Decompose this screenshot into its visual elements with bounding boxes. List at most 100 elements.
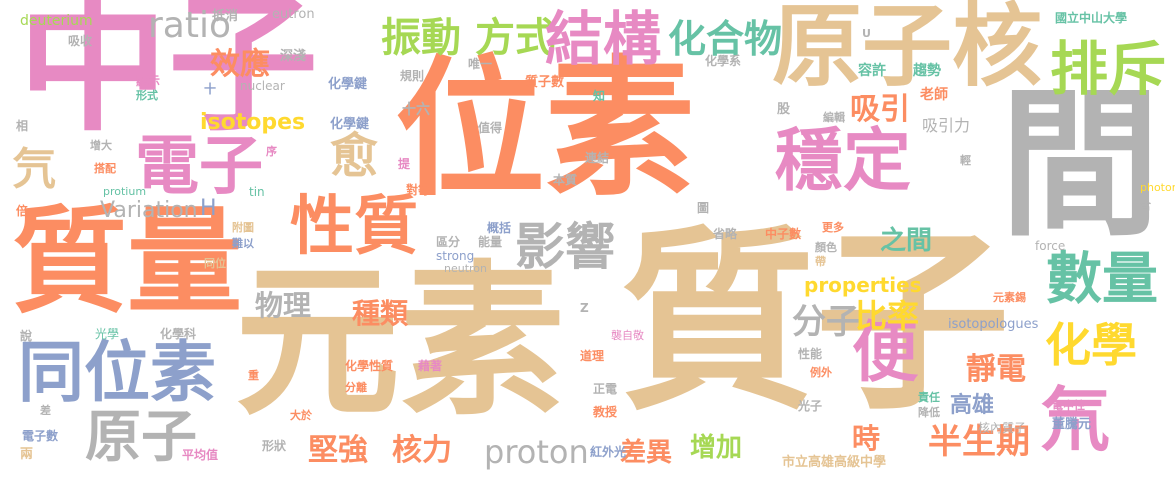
word-zengjia: 增加 <box>690 433 743 463</box>
word-qing: U <box>862 27 871 40</box>
word-hongwaiguang: 平均值 <box>182 448 219 462</box>
word-ratio: ratio <box>148 5 232 46</box>
word-zhi: 知 <box>593 89 606 103</box>
word-xiyinli: 吸引力 <box>922 116 971 135</box>
word-tu: 含 <box>1140 199 1151 212</box>
word-wending: 穩定 <box>775 122 912 201</box>
word-heli: 核力 <box>392 433 452 468</box>
word-tin: photons <box>1140 181 1175 194</box>
word-isotopes: isotopes <box>200 110 306 135</box>
word-zhide: 連結 <box>585 151 610 165</box>
word-jianqiang: 堅強 <box>308 433 368 468</box>
word-dianzishu: 兩 <box>20 447 34 462</box>
word-yu: 愈 <box>330 128 379 184</box>
word-bilu: 比率 <box>855 297 920 335</box>
word-nanyi: 附圖 <box>232 221 254 234</box>
word-benzhi: 概括 <box>487 221 512 235</box>
word-dayu: 分離 <box>345 381 367 394</box>
word-shenqian: 深淺 <box>280 49 307 64</box>
word-proton: proton <box>484 433 589 471</box>
word-zhiliang: 質量 <box>12 195 243 329</box>
word-bei: 十 <box>204 82 217 96</box>
word-yuanzihe: 原子核 <box>772 0 1042 99</box>
word-eutron: eutron <box>272 7 315 22</box>
word-banshengqi: 半生期 <box>928 422 1030 462</box>
word-duideng: 值得 <box>478 121 503 135</box>
word-zhongzi: 中子 <box>18 0 319 152</box>
word-nuclear: nuclear <box>240 79 285 93</box>
word-bianji: 股 <box>777 102 791 117</box>
word-photons: force <box>1035 239 1066 253</box>
word-xiang: 增大 <box>90 139 112 152</box>
word-shiliu: 提 <box>398 157 411 171</box>
word-shuliang: 數量 <box>1046 247 1158 312</box>
word-zhong: 化學科 <box>160 327 197 341</box>
word-nsysu: 國立中山大學 <box>1055 11 1128 25</box>
word-shenglue: 更多 <box>822 221 844 234</box>
word-xishou: 吸收 <box>68 34 93 48</box>
word-huaxuejian: 化學鍵 <box>330 117 370 132</box>
word-zhengdian: 教授 <box>593 405 618 419</box>
word-zhongzishu: 中子數 <box>765 227 802 241</box>
word-cha: 大於 <box>290 409 312 422</box>
word-liang: 差 <box>40 404 51 417</box>
word-tongwei: 難以 <box>232 237 254 250</box>
word-zhijian: 之間 <box>880 226 933 256</box>
word-guangzi: 降低 <box>918 406 940 419</box>
word-zhizi: 質子 <box>620 209 1010 436</box>
word-guangxue: 同位 <box>204 257 226 270</box>
word-jiegou: 結構 <box>545 5 662 73</box>
word-rongxu: 容許 <box>858 63 886 79</box>
word-gaoxionggaozhong: 市立高雄高級中學 <box>782 455 887 470</box>
word-laoshi: 老師 <box>920 87 948 103</box>
word-protium: tin <box>249 185 265 199</box>
word-xingzhuang: 紅外光 <box>590 445 627 459</box>
word-yuansuxi: 元素錫 <box>993 291 1026 304</box>
word-jiangdi: 責任 <box>918 391 940 404</box>
word-jiaoshou: 性能 <box>798 347 823 361</box>
word-chayi: 差異 <box>620 438 673 468</box>
word-pingjunzhi: 電子數 <box>22 429 59 443</box>
word-zhizishu: 質子數 <box>525 75 565 90</box>
word-gengduo: 顏色 <box>815 241 837 254</box>
word-zeren: 形狀 <box>262 439 287 453</box>
word-daoli: 正電 <box>593 382 618 396</box>
word-weisu: 位素 <box>395 43 696 217</box>
word-suhuaxue: 化學鍵 <box>328 77 368 92</box>
word-variation: Variation <box>100 198 198 223</box>
word-shi-ten: 十六 <box>402 102 430 118</box>
word-dianzhongxing: 電中性 <box>1052 399 1085 412</box>
word-liwai: 光子 <box>798 399 823 413</box>
word-paichi: 排斥 <box>1050 35 1167 103</box>
word-bian: 便 <box>852 314 918 391</box>
word-xiaoying: 效應 <box>210 47 270 82</box>
word-gaoxiong: 高雄 <box>950 393 995 418</box>
word-xingshi: 形式 <box>136 89 158 102</box>
word-nengliang: 區分 <box>436 235 461 249</box>
word-dixiao: 抵消 <box>212 9 239 24</box>
word-infrared: protium <box>103 185 147 198</box>
word-jingdian: 靜電 <box>966 352 1026 387</box>
word-yanse: 帶 <box>815 255 826 268</box>
word-huaxue: 化學 <box>1045 318 1137 372</box>
word-han: 輕 <box>960 154 971 167</box>
word-wuli: 物理 <box>255 289 312 322</box>
word-zhendong: 振動 <box>381 15 461 61</box>
word-heneizhizi: 核內質子 <box>978 421 1027 435</box>
word-dapei: 相 <box>16 119 29 133</box>
word-isotopologues: isotopologues <box>948 317 1039 332</box>
word-qufen: 省略 <box>713 227 738 241</box>
word-qushi: 趨勢 <box>913 63 941 79</box>
word-neutron: 光學 <box>95 327 120 341</box>
word-fenli: 重 <box>248 369 259 382</box>
word-huaxuexingzhi: 化學性質 <box>345 359 394 373</box>
word-jiezhu: 藉著 <box>418 359 443 373</box>
word-futu: 序 <box>266 145 277 158</box>
word-force: strong <box>436 249 475 263</box>
word-yuansu: 元素 <box>235 246 565 438</box>
word-yuanzi: 原子 <box>85 405 197 470</box>
word-zengda: 倍 <box>16 204 29 218</box>
word-gu: 圖 <box>697 201 710 215</box>
word-huahewu: 化合物 <box>668 17 783 61</box>
word-ti: 對等 <box>406 183 431 197</box>
